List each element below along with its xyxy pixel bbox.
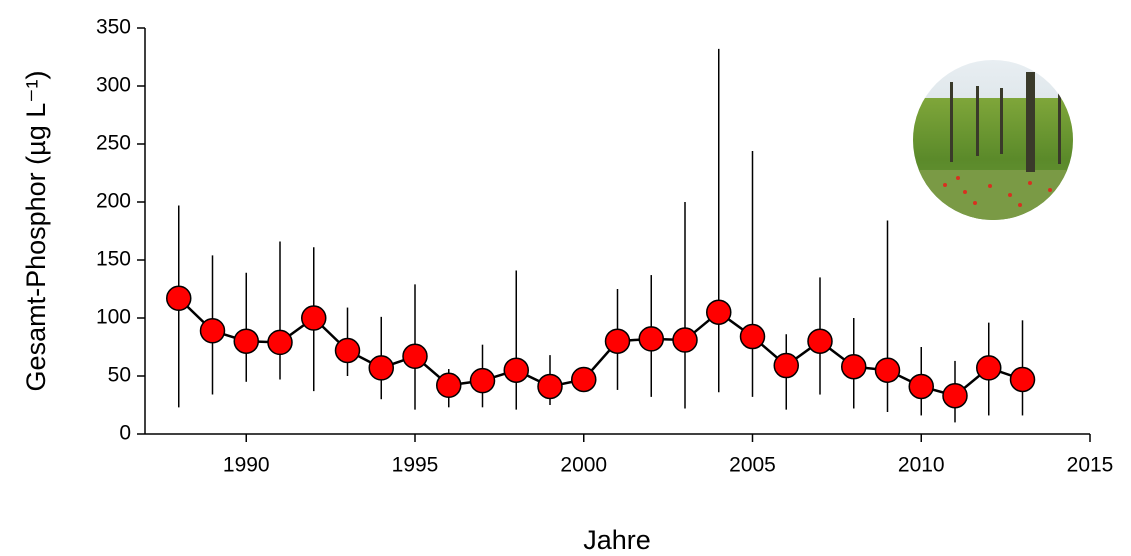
marker: [807, 328, 833, 354]
y-tick-label: 0: [119, 422, 131, 445]
x-tick-label: 2015: [1067, 454, 1114, 477]
marker: [604, 328, 631, 354]
y-axis-label: Gesamt-Phosphor (µg L⁻¹): [21, 71, 51, 392]
photo: [913, 60, 1073, 220]
marker: [334, 337, 361, 364]
y-tick-label: 300: [96, 74, 131, 97]
marker: [908, 373, 934, 400]
marker: [233, 328, 259, 354]
marker: [537, 373, 563, 400]
x-tick-label: 2000: [560, 454, 607, 477]
y-tick-label: 250: [96, 132, 131, 155]
marker: [672, 327, 698, 353]
marker: [436, 372, 462, 399]
x-tick-label: 1995: [392, 454, 439, 477]
y-tick-label: 150: [96, 248, 131, 271]
marker: [571, 366, 597, 393]
x-tick-label: 1990: [223, 454, 270, 477]
marker: [739, 323, 766, 350]
marker: [773, 352, 799, 379]
y-tick-label: 100: [96, 306, 131, 329]
x-axis-label: Jahre: [583, 525, 651, 555]
marker: [942, 382, 968, 409]
marker: [706, 299, 732, 325]
x-tick-label: 2010: [898, 454, 945, 477]
marker: [166, 285, 192, 312]
marker: [1009, 366, 1036, 393]
marker: [301, 305, 327, 331]
marker: [638, 326, 664, 352]
marker: [874, 357, 901, 383]
y-tick-label: 200: [96, 190, 131, 213]
y-tick-label: 50: [108, 364, 131, 387]
marker: [469, 367, 496, 394]
x-tick-label: 2005: [729, 454, 776, 477]
marker: [368, 355, 394, 381]
y-tick-label: 350: [96, 16, 131, 39]
marker: [976, 355, 1002, 381]
marker: [841, 353, 867, 380]
marker: [503, 357, 529, 383]
marker: [402, 343, 428, 370]
marker: [267, 329, 293, 356]
marker: [199, 318, 226, 344]
